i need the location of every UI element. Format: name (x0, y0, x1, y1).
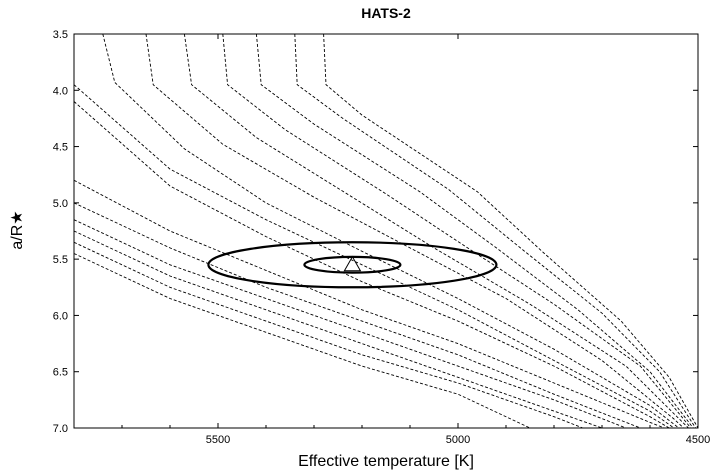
isochrone-line-13 (74, 231, 602, 428)
measurement-triangle (344, 257, 360, 271)
y-tick-label: 4.0 (53, 85, 68, 97)
isochrone-line-2 (74, 85, 674, 428)
isochrone-line-14 (74, 242, 583, 428)
x-axis-ticks: 5500 5000 4500 (122, 34, 710, 446)
isochrone-line-10 (74, 180, 664, 428)
y-tick-label: 7.0 (53, 423, 68, 435)
y-tick-label: 5.0 (53, 198, 68, 210)
isochrone-line-1 (74, 102, 669, 429)
x-tick-label: 5000 (446, 434, 470, 446)
isochrone-line-3 (103, 34, 679, 428)
isochrone-line-5 (184, 34, 688, 428)
isochrone-line-4 (146, 34, 684, 428)
isochrone-line-9 (324, 34, 698, 428)
y-tick-label: 5.5 (53, 254, 68, 266)
x-tick-label: 5500 (206, 434, 230, 446)
x-axis-label: Effective temperature [K] (298, 453, 474, 470)
isochrone-lines (74, 34, 698, 428)
y-axis-ticks: 3.5 4.0 4.5 5.0 5.5 6.0 6.5 7.0 (53, 29, 698, 435)
x-tick-label: 4500 (686, 434, 710, 446)
isochrone-line-11 (74, 203, 640, 428)
measurement-marker (344, 257, 360, 271)
y-axis-label: a/R★ (9, 210, 26, 249)
chart-title: HATS-2 (361, 5, 411, 21)
isochrone-line-8 (295, 34, 696, 428)
isochrone-line-6 (223, 34, 691, 428)
y-tick-label: 3.5 (53, 29, 68, 41)
plot-frame (74, 34, 698, 428)
y-tick-label: 6.5 (53, 367, 68, 379)
isochrone-line-12 (74, 220, 626, 428)
y-tick-label: 6.0 (53, 310, 68, 322)
y-tick-label: 4.5 (53, 142, 68, 154)
